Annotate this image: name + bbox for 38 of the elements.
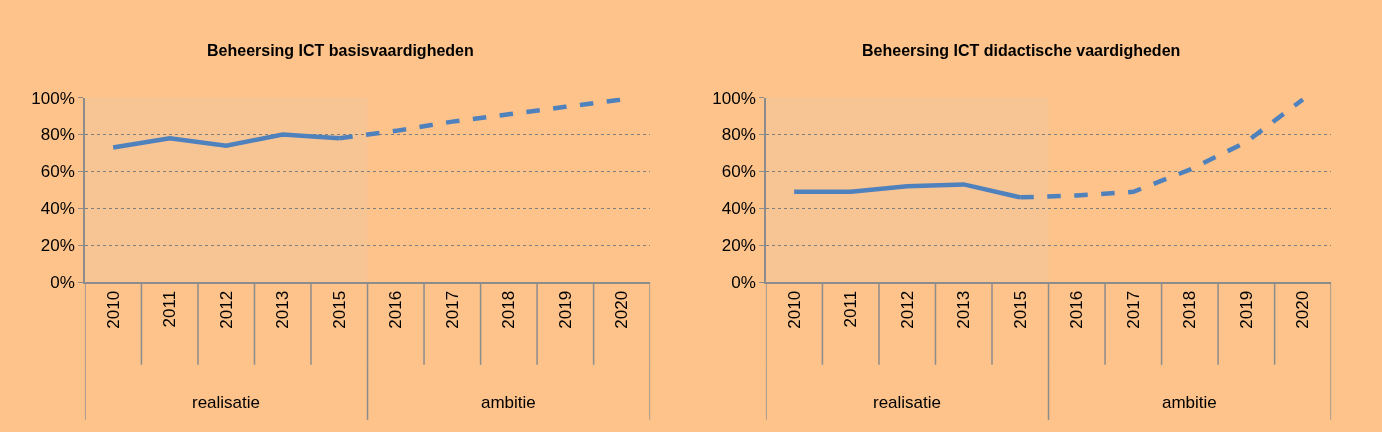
x-tick-label: 2020	[612, 290, 632, 329]
y-tick-label: 40%	[40, 199, 75, 219]
y-tick-label: 0%	[731, 273, 756, 293]
x-tick-label: 2015	[329, 290, 349, 329]
x-tick-label: 2010	[784, 290, 804, 329]
x-tick-label: 2016	[386, 290, 406, 329]
y-tick-label: 20%	[721, 236, 756, 256]
x-tick-label: 2013	[273, 290, 293, 329]
text: realisatie	[192, 393, 261, 412]
text: ambitie	[481, 393, 536, 412]
text: realisatie	[873, 393, 942, 412]
y-tick-label: 100%	[712, 88, 756, 108]
x-tick-label: 2015	[1010, 290, 1030, 329]
y-tick-label: 60%	[721, 162, 756, 182]
x-tick-label: 2012	[897, 290, 917, 329]
y-tick-label: 0%	[50, 273, 75, 293]
x-tick-label: 2019	[1236, 290, 1256, 329]
x-tick-label: 2011	[160, 290, 180, 328]
x-tick-label: 2018	[1180, 290, 1200, 329]
y-tick-label: 60%	[40, 162, 75, 182]
y-tick-label: 40%	[721, 199, 756, 219]
x-tick-label: 2011	[841, 290, 861, 328]
y-tick-label: 100%	[31, 88, 75, 108]
chart-title: Beheersing ICT basisvaardigheden	[207, 42, 474, 59]
x-tick-label: 2019	[555, 290, 575, 329]
x-tick-label: 2016	[1067, 290, 1087, 329]
x-tick-label: 2013	[954, 290, 974, 329]
x-tick-label: 2020	[1293, 290, 1313, 329]
x-tick-label: 2017	[1123, 290, 1143, 329]
x-tick-label: 2012	[216, 290, 236, 329]
x-tick-label: 2010	[103, 290, 123, 329]
y-tick-label: 20%	[40, 236, 75, 256]
text: ambitie	[1162, 393, 1217, 412]
y-tick-label: 80%	[721, 125, 756, 145]
x-tick-label: 2017	[442, 290, 462, 329]
chart-title: Beheersing ICT didactische vaardigheden	[862, 42, 1181, 59]
x-tick-label: 2018	[499, 290, 519, 329]
y-tick-label: 80%	[40, 125, 75, 145]
